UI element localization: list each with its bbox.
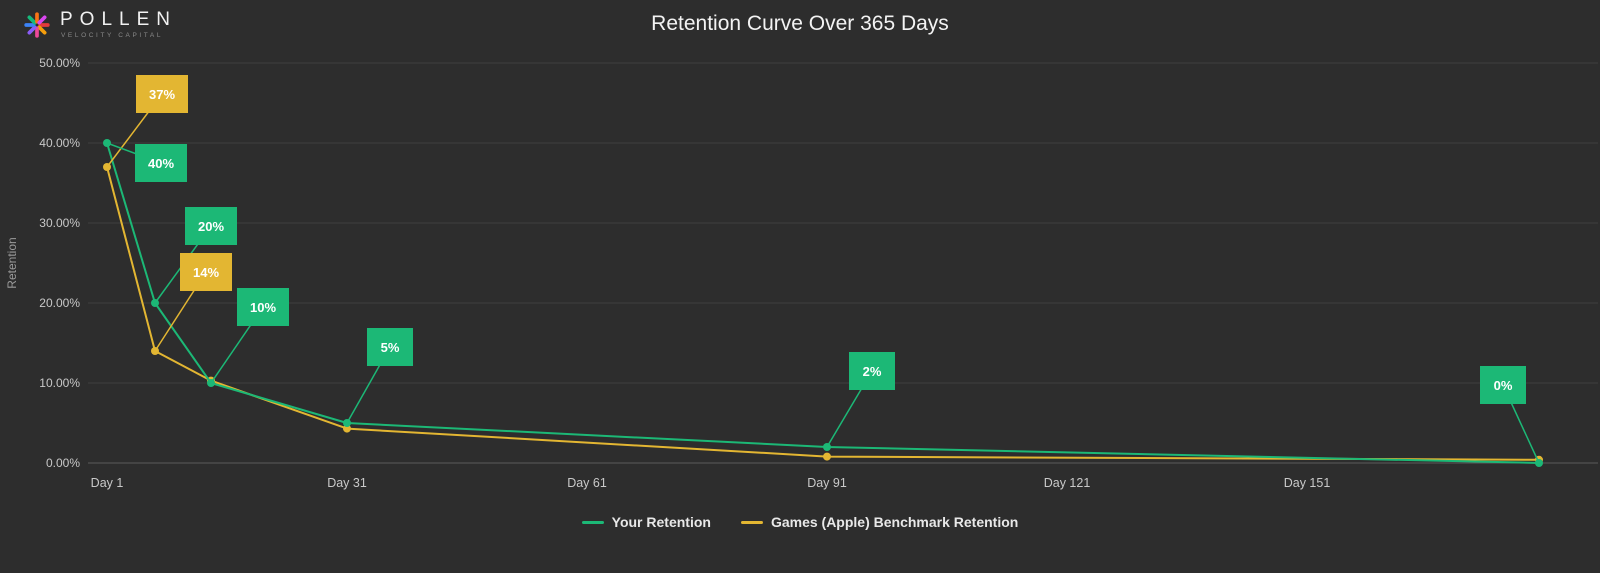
legend-label-your-retention: Your Retention <box>611 514 711 530</box>
logo-petal <box>37 14 47 25</box>
x-axis-tick-label: Day 121 <box>1044 476 1091 490</box>
brand-name: POLLEN <box>60 9 177 30</box>
y-axis-title: Retention <box>5 237 19 288</box>
y-axis-tick-label: 50.00% <box>39 56 80 70</box>
brand-logo: POLLEN VELOCITY CAPITAL <box>24 10 177 39</box>
legend-swatch-benchmark-retention <box>740 520 763 524</box>
annotation-label: 40% <box>148 156 174 171</box>
annotation-label: 2% <box>863 364 882 379</box>
y-axis-tick-label: 0.00% <box>46 456 80 470</box>
logo-petal <box>37 24 47 35</box>
legend-swatch-your-retention <box>581 520 604 524</box>
page-title: Retention Curve Over 365 Days <box>651 12 949 35</box>
annotation-label-box <box>180 253 232 291</box>
series-line-0 <box>106 142 1540 464</box>
annotation-label-box <box>237 288 289 326</box>
annotation-label-box <box>367 328 413 366</box>
annotation-label: 14% <box>193 265 219 280</box>
x-axis-tick-label: Day 61 <box>567 476 607 490</box>
y-axis-tick-label: 30.00% <box>39 216 80 230</box>
annotation-label: 37% <box>149 87 175 102</box>
x-axis-tick-label: Day 151 <box>1284 476 1331 490</box>
brand-text: POLLEN VELOCITY CAPITAL <box>60 9 177 40</box>
chart-legend: Your Retention Games (Apple) Benchmark R… <box>0 514 1600 530</box>
pollen-flower-icon <box>24 11 50 38</box>
legend-item-your-retention[interactable]: Your Retention <box>581 514 711 530</box>
retention-chart: 0.00% 10.00% 20.00% 30.00% 40.00% 50.00% Day 1… <box>5 56 1598 490</box>
series-line-1 <box>106 166 1540 461</box>
annotation-label-box <box>135 144 187 182</box>
annotation-label: 20% <box>198 219 224 234</box>
y-axis-tick-label: 10.00% <box>39 376 80 390</box>
annotation-label-box <box>1480 366 1526 404</box>
legend-item-benchmark-retention[interactable]: Games (Apple) Benchmark Retention <box>740 514 1019 530</box>
annotation-label: 10% <box>250 300 276 315</box>
annotation-label-box <box>136 75 188 113</box>
legend-label-benchmark-retention: Games (Apple) Benchmark Retention <box>770 514 1019 530</box>
logo-petal <box>27 14 37 25</box>
annotation-label-box <box>849 352 895 390</box>
y-axis-tick-label: 40.00% <box>39 136 80 150</box>
data-point-marker[interactable] <box>823 452 831 461</box>
annotation-label-box <box>185 207 237 245</box>
logo-petal <box>27 24 37 35</box>
brand-tagline: VELOCITY CAPITAL <box>61 32 164 39</box>
annotation-label: 0% <box>1494 378 1513 393</box>
x-axis-tick-label: Day 31 <box>327 476 367 490</box>
x-axis-tick-label: Day 1 <box>91 476 124 490</box>
header: POLLEN VELOCITY CAPITAL Retention Curve … <box>0 0 1600 52</box>
annotation-label: 5% <box>381 340 400 355</box>
x-axis-tick-label: Day 91 <box>807 476 847 490</box>
y-axis-tick-label: 20.00% <box>39 296 80 310</box>
data-point-marker[interactable] <box>343 424 351 433</box>
